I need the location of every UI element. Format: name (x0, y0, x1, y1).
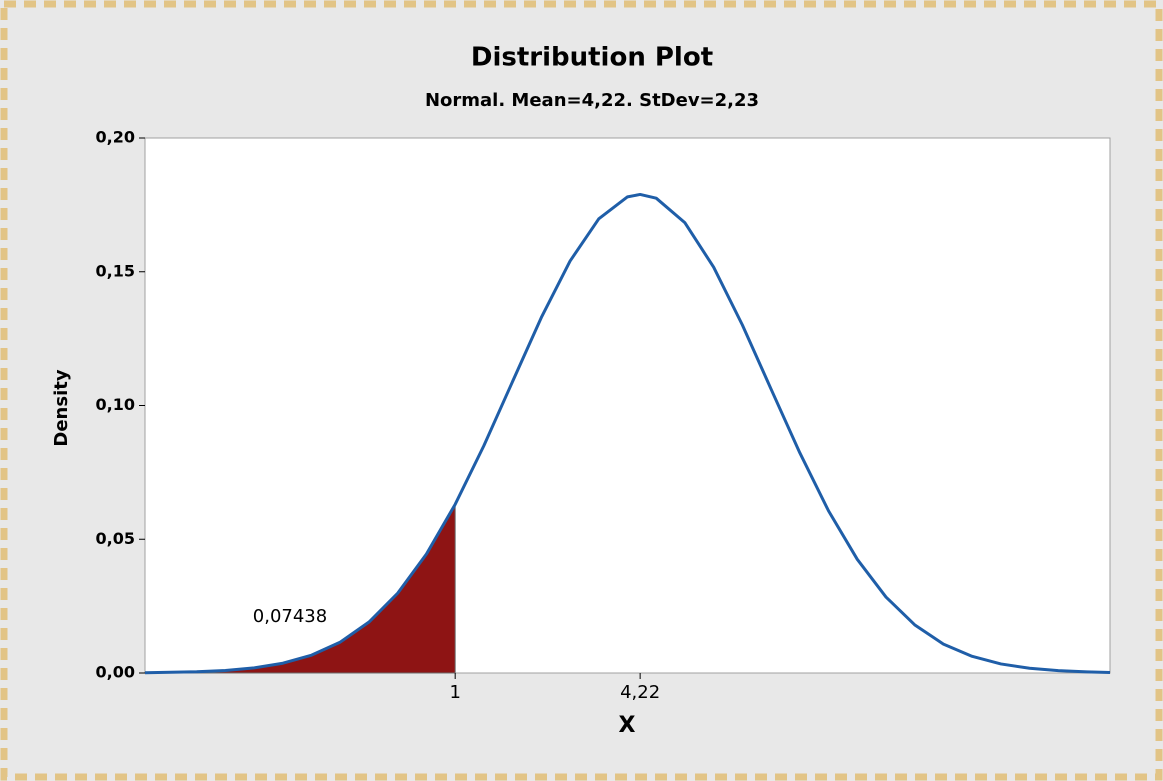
chart-subtitle: Normal. Mean=4,22. StDev=2,23 (425, 90, 759, 111)
x-tick-label: 4,22 (620, 682, 660, 703)
plot-area (144, 137, 1111, 674)
y-axis-label: Density (51, 369, 72, 446)
y-tick-label: 0,00 (96, 663, 135, 682)
y-tick-label: 0,05 (96, 529, 135, 548)
chart-title: Distribution Plot (471, 43, 713, 73)
y-tick-label: 0,10 (96, 395, 135, 414)
y-tick-label: 0,15 (96, 261, 135, 280)
x-axis-label: X (619, 713, 636, 738)
y-tick-label: 0,20 (96, 128, 135, 147)
probability-label: 0,07438 (253, 606, 327, 627)
x-tick-label: 1 (449, 682, 460, 703)
density-curve (144, 192, 1111, 675)
